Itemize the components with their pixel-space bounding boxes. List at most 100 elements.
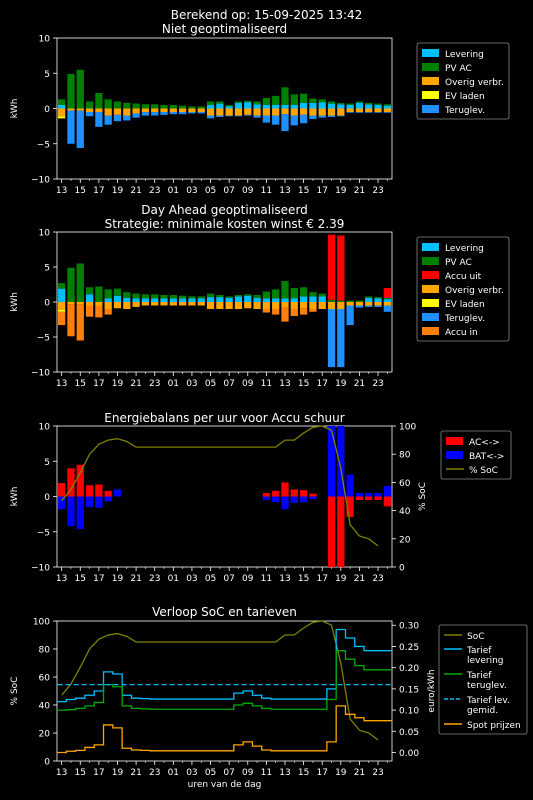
legend-swatch [422,271,439,279]
bar-overig-verbr- [197,108,205,113]
bar-levering [123,297,131,302]
bar-teruglev- [76,110,84,148]
y-axis-label: kWh [10,99,20,119]
x-tick-label: 15 [75,574,86,584]
x-tick-label: 11 [261,574,272,584]
bar-levering [272,104,280,109]
bar-ac- [76,464,84,497]
y-tick-label: 0 [44,758,50,768]
bar-accu-in [95,305,103,318]
bar-pv-ac [123,292,131,298]
bar-overig-verbr- [160,108,168,113]
y-right-tick-label: 0.30 [399,622,419,632]
bar-pv-ac [327,299,336,302]
bar-overig-verbr- [132,302,140,307]
bar-teruglev- [225,115,233,117]
x-tick-label: 09 [242,574,254,584]
bar-teruglev- [253,115,261,118]
x-tick-label: 01 [168,768,179,778]
bar-teruglev- [206,115,215,119]
bar-pv-ac [178,295,187,299]
bar-pv-ac [309,98,317,103]
x-tick-label: 19 [112,574,124,584]
x-tick-label: 05 [205,186,216,196]
bar-teruglev- [151,112,159,116]
bar-levering [188,298,196,302]
bar-levering [383,105,391,109]
bar-overig-verbr- [244,108,252,115]
bar-overig-verbr- [234,108,243,116]
bar-pv-ac [141,104,150,109]
x-tick-label: 01 [168,379,179,389]
bar-overig-verbr- [244,302,252,309]
x-tick-label: 23 [372,379,383,389]
bar-pv-ac [132,293,140,299]
legend-swatch [446,437,463,445]
bar-pv-ac [188,296,196,299]
bar-teruglev- [160,112,168,115]
bar-overig-verbr- [169,302,177,306]
bar-pv-ac [151,104,159,109]
bar-levering [309,102,317,109]
y-right-axis-label: % SoC [418,482,428,511]
legend-label: Accu uit [445,272,482,282]
legend-label: Accu in [445,328,478,338]
x-tick-label: 09 [242,768,254,778]
bar-bat- [262,496,271,501]
bar-pv-ac [67,73,75,109]
bar-pv-ac [355,101,364,103]
bar-pv-ac [272,95,280,105]
bar-ac- [309,493,317,497]
bar-accu-in [309,309,317,312]
bar-bat- [299,496,308,503]
y-axis-label: kWh [10,292,20,312]
bar-ac- [374,496,382,501]
bar-overig-verbr- [346,302,354,306]
y-right-tick-label: 100 [399,423,416,433]
bar-overig-verbr- [113,302,122,309]
bar-bat- [76,496,84,529]
bar-overig-verbr- [141,302,150,306]
x-tick-label: 19 [112,186,124,196]
bar-levering [299,102,308,109]
bar-ac- [299,490,308,497]
x-tick-label: 17 [93,186,104,196]
bar-overig-verbr- [253,302,261,309]
bar-bat- [309,496,317,500]
bar-teruglev- [272,115,280,125]
x-tick-label: 23 [372,574,383,584]
legend-label: PV AC [445,258,472,268]
y-axis-label: kWh [10,487,20,507]
legend-swatch [446,451,463,459]
bar-ac- [337,496,345,567]
bar-bat- [281,496,289,510]
x-tick-label: 17 [316,186,327,196]
bar-levering [225,106,233,109]
bar-pv-ac [169,295,177,299]
bar-ac- [262,492,271,497]
bar-accu-in [262,309,271,313]
bar-pv-ac [206,293,215,298]
x-tick-label: 13 [279,768,290,778]
bar-pv-ac [225,296,233,298]
legend-swatch [422,257,439,265]
bar-ev-laden [58,116,66,119]
legend-box [438,624,528,735]
y-right-tick-label: 0.10 [399,707,419,717]
bar-overig-verbr- [281,108,289,115]
bar-overig-verbr- [318,302,326,309]
x-tick-label: 21 [130,574,141,584]
x-tick-label: 13 [279,574,290,584]
bar-teruglev- [365,305,373,307]
legend-label: Spot prijzen [467,721,521,731]
bar-teruglev- [346,305,354,326]
bar-overig-verbr- [188,302,196,306]
bar-pv-ac [365,102,373,105]
x-tick-label: 17 [316,768,327,778]
bar-overig-verbr- [225,108,233,116]
bar-levering [141,298,150,302]
bar-levering [355,102,364,109]
y-tick-label: −10 [31,176,50,186]
legend-label: Levering [445,244,484,254]
bar-levering [253,104,261,109]
